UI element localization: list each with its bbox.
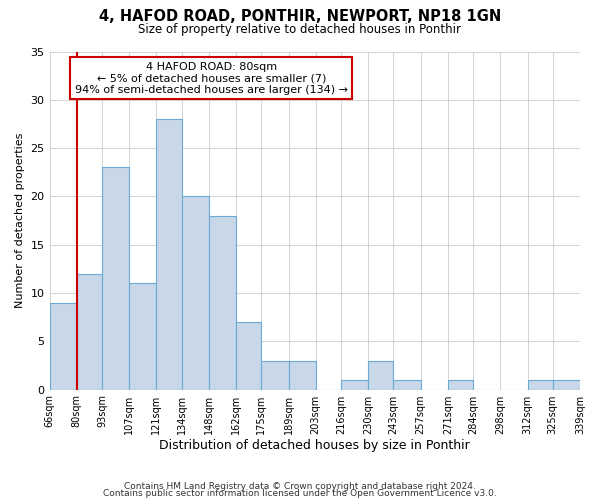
Bar (394, 380, 421, 390)
Bar (236, 322, 262, 390)
Bar (209, 216, 236, 390)
Bar (50, 302, 77, 390)
Bar (77, 274, 102, 390)
Text: Contains public sector information licensed under the Open Government Licence v3: Contains public sector information licen… (103, 489, 497, 498)
Bar (102, 168, 129, 390)
Text: Contains HM Land Registry data © Crown copyright and database right 2024.: Contains HM Land Registry data © Crown c… (124, 482, 476, 491)
X-axis label: Distribution of detached houses by size in Ponthir: Distribution of detached houses by size … (160, 440, 470, 452)
Text: 4, HAFOD ROAD, PONTHIR, NEWPORT, NP18 1GN: 4, HAFOD ROAD, PONTHIR, NEWPORT, NP18 1G… (99, 9, 501, 24)
Bar (182, 196, 209, 390)
Y-axis label: Number of detached properties: Number of detached properties (15, 133, 25, 308)
Text: 4 HAFOD ROAD: 80sqm
← 5% of detached houses are smaller (7)
94% of semi-detached: 4 HAFOD ROAD: 80sqm ← 5% of detached hou… (75, 62, 348, 95)
Bar (341, 380, 368, 390)
Bar (262, 360, 289, 390)
Text: Size of property relative to detached houses in Ponthir: Size of property relative to detached ho… (139, 23, 461, 36)
Bar (527, 380, 553, 390)
Bar (368, 360, 394, 390)
Bar (448, 380, 473, 390)
Bar (553, 380, 580, 390)
Bar (129, 284, 157, 390)
Bar (289, 360, 316, 390)
Bar (157, 119, 182, 390)
